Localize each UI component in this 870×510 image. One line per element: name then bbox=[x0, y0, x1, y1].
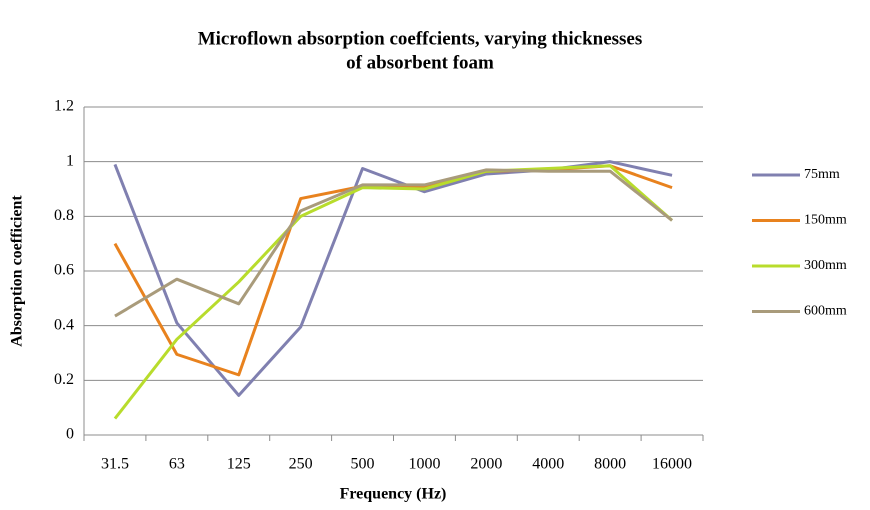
x-tick-label: 1000 bbox=[408, 456, 440, 473]
series-line bbox=[113, 164, 673, 377]
x-tick-label: 250 bbox=[289, 456, 313, 473]
x-tick-label: 500 bbox=[351, 456, 375, 473]
y-tick-label: 0.2 bbox=[54, 371, 74, 388]
chart-title-line: Microflown absorption coeffcients, varyi… bbox=[198, 28, 643, 49]
x-tick-label: 4000 bbox=[532, 456, 564, 473]
legend-label: 300mm bbox=[804, 258, 847, 273]
y-tick-label: 0.6 bbox=[54, 262, 74, 279]
x-tick-label: 2000 bbox=[470, 456, 502, 473]
y-tick-label: 1 bbox=[66, 152, 74, 169]
x-tick-label: 16000 bbox=[652, 456, 692, 473]
chart-title-line: of absorbent foam bbox=[346, 52, 494, 73]
y-tick-label: 1.2 bbox=[54, 98, 74, 115]
series-line bbox=[113, 164, 674, 420]
x-tick-label: 8000 bbox=[594, 456, 626, 473]
legend-label: 600mm bbox=[804, 304, 847, 319]
x-tick-label: 63 bbox=[169, 456, 185, 473]
y-tick-label: 0.8 bbox=[54, 207, 74, 224]
y-tick-label: 0 bbox=[66, 426, 74, 443]
series-line bbox=[114, 168, 673, 318]
x-tick-label: 31.5 bbox=[101, 456, 129, 473]
y-axis-title: Absorption coefficient bbox=[9, 195, 26, 347]
legend-label: 150mm bbox=[804, 213, 847, 228]
y-tick-label: 0.4 bbox=[54, 316, 74, 333]
legend-label: 75mm bbox=[804, 167, 840, 182]
x-axis-title: Frequency (Hz) bbox=[340, 486, 447, 503]
x-tick-label: 125 bbox=[227, 456, 251, 473]
